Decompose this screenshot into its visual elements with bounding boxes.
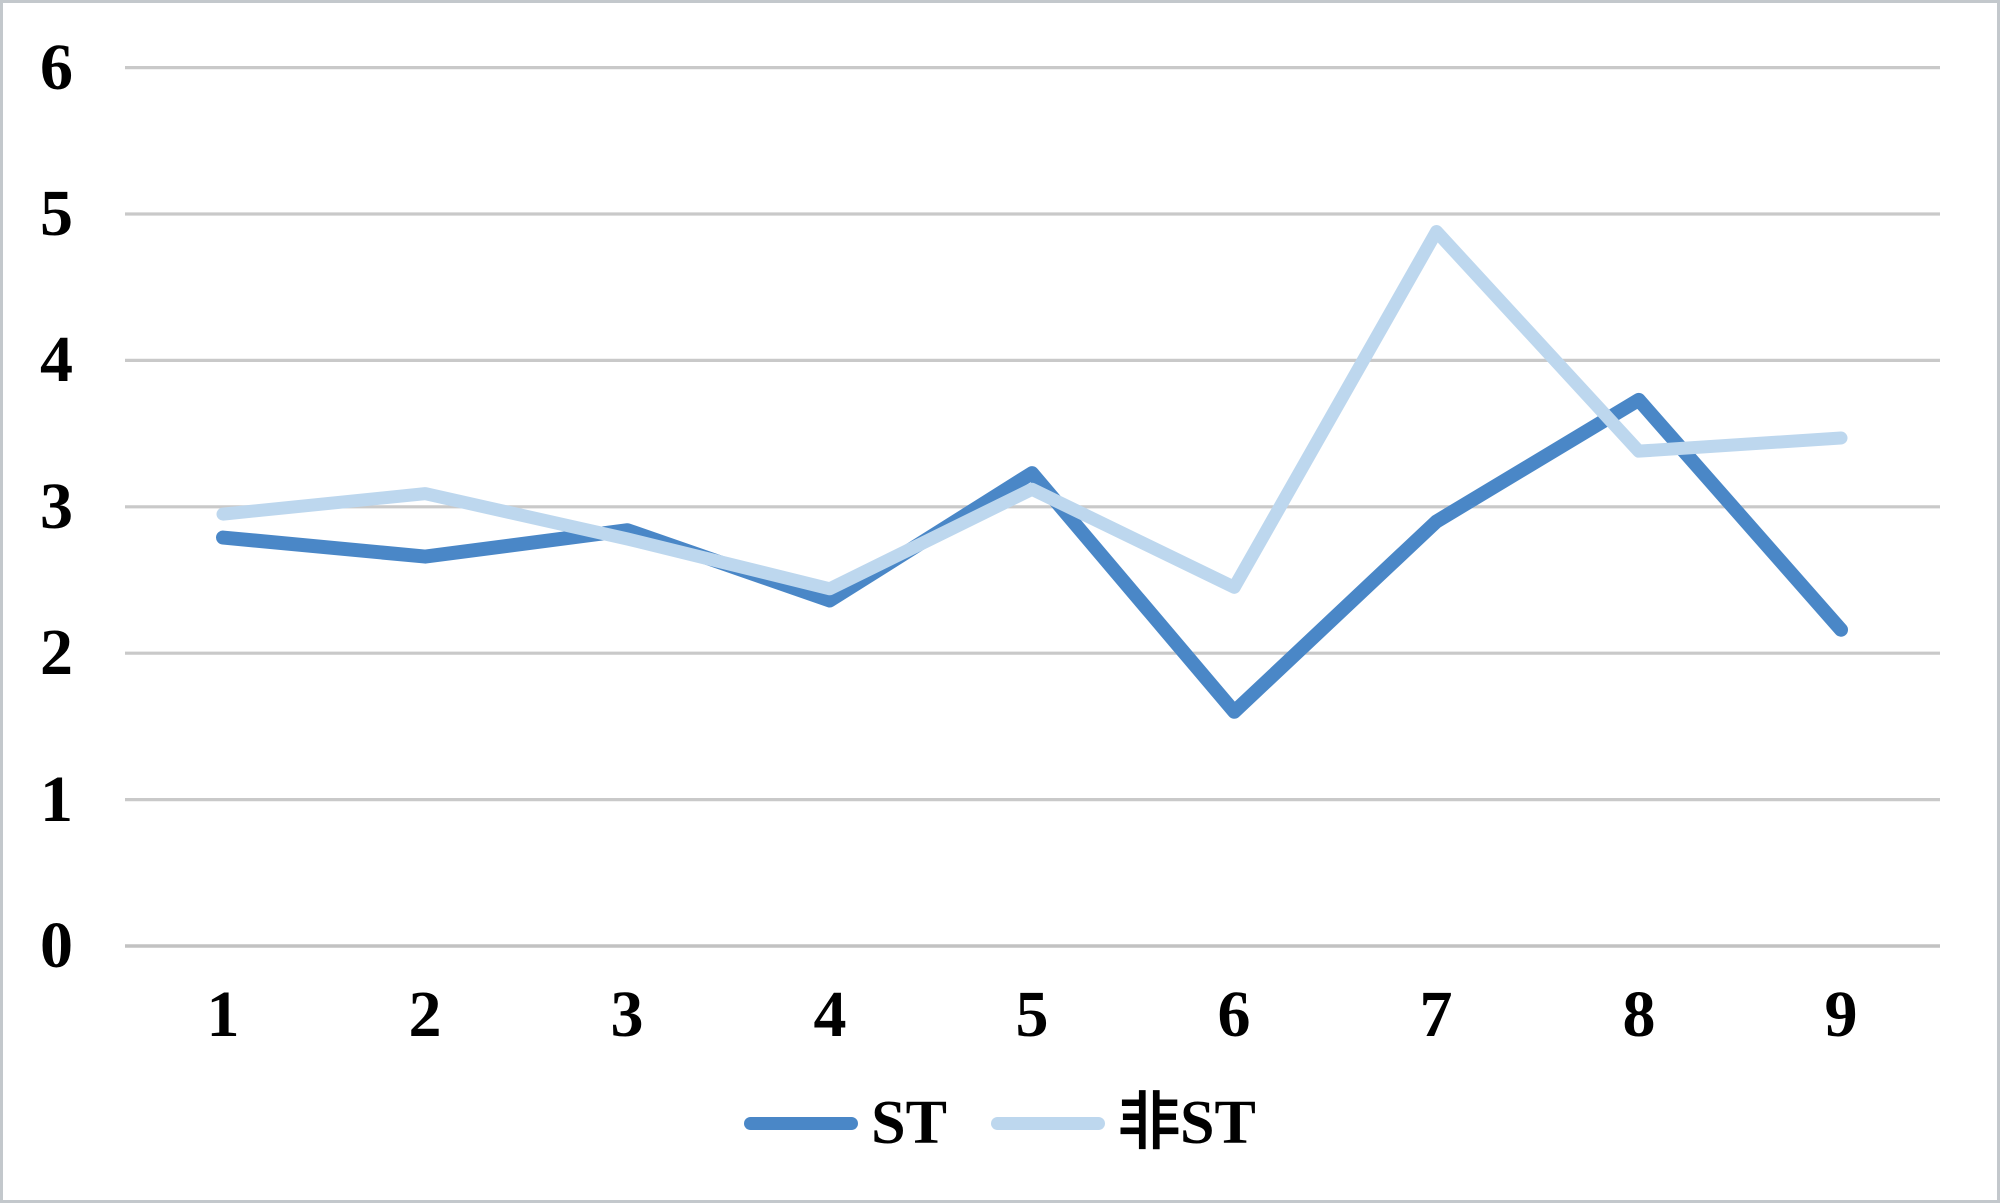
x-axis-tick-label: 9: [1824, 978, 1858, 1051]
y-axis-tick-label: 3: [40, 470, 73, 543]
x-axis-tick-label: 8: [1622, 978, 1656, 1051]
y-axis-tick-label: 0: [40, 909, 73, 982]
y-axis-tick-label: 6: [40, 31, 73, 104]
x-axis-tick-label: 6: [1217, 978, 1251, 1051]
legend-line-swatch-fei-st: [991, 1116, 1105, 1130]
legend-line-swatch-st: [744, 1116, 859, 1130]
legend-item-st: ST: [744, 1083, 947, 1163]
y-axis-tick-label: 1: [40, 763, 73, 836]
x-axis-tick-label: 7: [1419, 978, 1453, 1051]
x-axis-tick-label: 1: [206, 978, 240, 1051]
y-axis-tick-label: 5: [40, 177, 73, 250]
legend-label-st: ST: [871, 1089, 947, 1157]
y-axis-tick-label: 4: [40, 323, 73, 396]
legend-item-fei-st: 非ST: [991, 1083, 1256, 1163]
legend-label-fei-st: 非ST: [1118, 1089, 1256, 1157]
x-axis-tick-label: 3: [610, 978, 644, 1051]
plot-area: [125, 65, 1940, 948]
x-axis-tick-label: 5: [1015, 978, 1049, 1051]
x-axis-tick-label: 4: [813, 978, 847, 1051]
x-axis-tick-label: 2: [408, 978, 442, 1051]
y-axis-tick-label: 2: [40, 616, 73, 689]
legend: ST 非ST: [3, 1083, 1997, 1163]
